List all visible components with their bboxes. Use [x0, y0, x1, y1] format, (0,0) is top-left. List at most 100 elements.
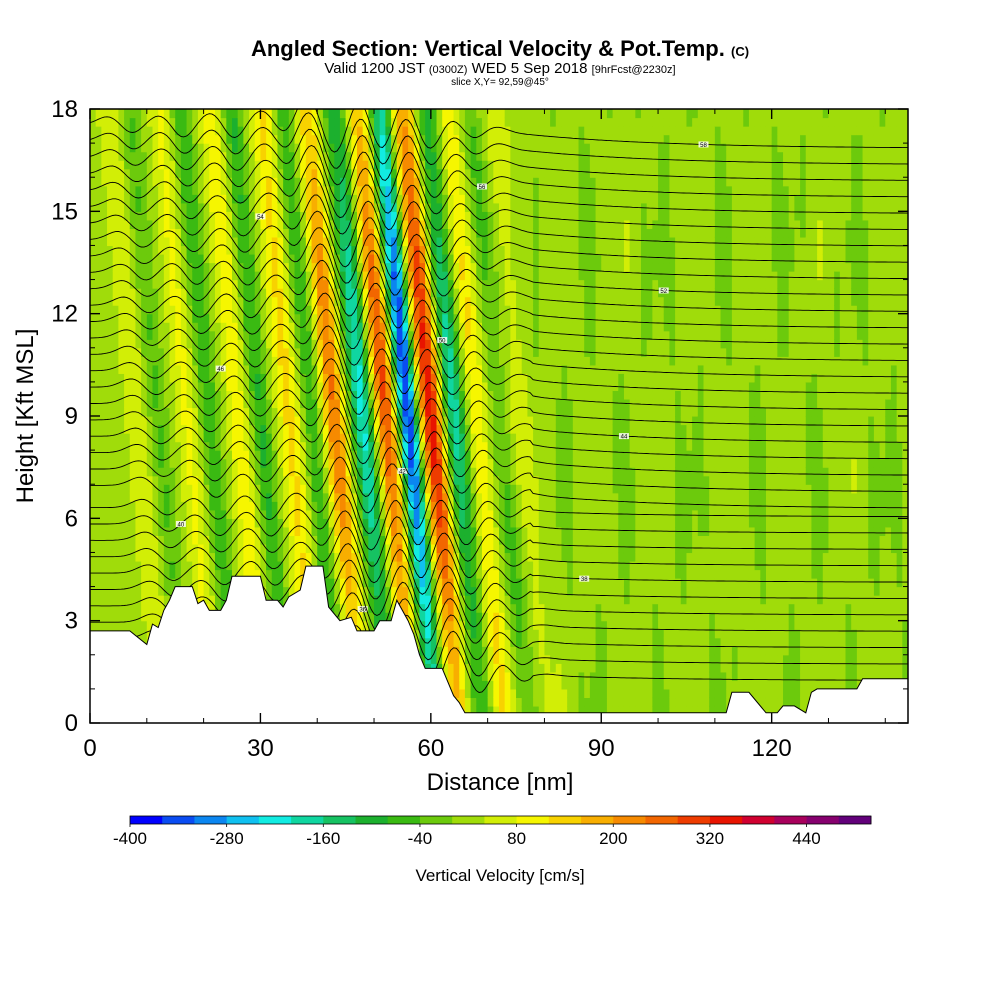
velocity-cell	[141, 356, 148, 366]
velocity-cell	[249, 202, 256, 212]
velocity-cell	[180, 492, 188, 502]
velocity-cell	[317, 390, 324, 400]
velocity-cell	[90, 134, 97, 144]
velocity-cell	[163, 364, 171, 374]
velocity-cell	[163, 305, 171, 315]
velocity-cell	[197, 305, 205, 315]
velocity-cell	[107, 578, 114, 588]
velocity-cell	[436, 143, 443, 153]
velocity-cell	[425, 126, 432, 136]
velocity-cell	[317, 228, 324, 238]
velocity-cell	[220, 330, 227, 340]
velocity-cell	[322, 578, 330, 588]
velocity-cell	[90, 279, 97, 289]
velocity-cell	[447, 637, 455, 647]
velocity-cell	[322, 185, 330, 195]
velocity-cell	[334, 194, 341, 204]
velocity-cell	[391, 194, 398, 204]
velocity-cell	[249, 373, 256, 383]
velocity-cell	[317, 288, 324, 298]
velocity-cell	[430, 126, 438, 136]
velocity-cell	[459, 637, 466, 647]
velocity-cell	[169, 271, 176, 281]
velocity-cell	[470, 356, 477, 366]
velocity-cell	[237, 569, 244, 579]
velocity-cell	[237, 117, 244, 127]
velocity-cell	[436, 646, 443, 656]
velocity-cell	[214, 253, 222, 264]
velocity-cell	[328, 347, 335, 357]
velocity-cell	[425, 484, 432, 494]
velocity-cell	[351, 398, 358, 409]
velocity-cell	[266, 160, 273, 170]
velocity-cell	[447, 296, 455, 306]
velocity-cell	[203, 168, 210, 178]
velocity-cell	[419, 177, 426, 187]
velocity-cell	[163, 236, 171, 247]
velocity-cell	[209, 168, 216, 178]
velocity-cell	[459, 450, 466, 460]
velocity-cell	[447, 126, 455, 136]
velocity-cell	[152, 245, 159, 255]
velocity-cell	[374, 381, 381, 392]
velocity-cell	[135, 492, 142, 502]
velocity-cell	[470, 458, 477, 468]
velocity-cell	[356, 620, 364, 630]
velocity-cell	[124, 492, 131, 502]
velocity-cell	[101, 560, 108, 571]
velocity-cell	[464, 245, 472, 255]
velocity-cell	[374, 390, 381, 400]
velocity-cell	[402, 398, 409, 409]
velocity-cell	[339, 253, 347, 264]
velocity-cell	[453, 322, 460, 332]
velocity-cell	[237, 475, 244, 485]
velocity-cell	[459, 288, 466, 298]
velocity-cell	[362, 450, 369, 460]
velocity-cell	[374, 484, 381, 494]
velocity-cell	[169, 509, 176, 519]
velocity-cell	[447, 211, 455, 221]
velocity-cell	[391, 134, 398, 144]
velocity-cell	[180, 194, 188, 204]
velocity-cell	[124, 117, 131, 127]
velocity-cell	[169, 202, 176, 212]
velocity-cell	[180, 364, 188, 374]
velocity-cell	[334, 245, 341, 255]
velocity-cell	[283, 177, 290, 187]
velocity-cell	[442, 219, 449, 229]
velocity-cell	[425, 586, 432, 596]
velocity-cell	[408, 535, 415, 545]
velocity-cell	[385, 364, 392, 374]
velocity-cell	[305, 177, 313, 187]
velocity-cell	[481, 629, 489, 639]
velocity-cell	[101, 109, 108, 119]
velocity-cell	[232, 347, 239, 357]
velocity-cell	[203, 313, 210, 323]
velocity-cell	[249, 177, 256, 187]
velocity-cell	[322, 458, 330, 468]
velocity-cell	[237, 398, 244, 409]
velocity-cell	[180, 543, 188, 554]
velocity-cell	[254, 569, 262, 579]
velocity-cell	[203, 458, 210, 468]
velocity-cell	[374, 339, 381, 349]
velocity-cell	[345, 458, 352, 468]
velocity-cell	[288, 177, 296, 187]
velocity-cell	[464, 441, 472, 451]
velocity-cell	[141, 390, 148, 400]
velocity-cell	[283, 271, 290, 281]
velocity-cell	[442, 347, 449, 357]
velocity-cell	[413, 509, 421, 519]
velocity-cell	[158, 322, 165, 332]
velocity-cell	[425, 134, 432, 144]
velocity-cell	[356, 330, 364, 340]
velocity-cell	[396, 586, 404, 596]
velocity-cell	[129, 177, 137, 187]
velocity-cell	[391, 492, 398, 502]
velocity-cell	[118, 194, 125, 204]
velocity-cell	[430, 416, 438, 426]
velocity-cell	[129, 552, 137, 562]
velocity-cell	[203, 467, 210, 477]
velocity-cell	[379, 518, 386, 528]
velocity-cell	[90, 578, 97, 588]
